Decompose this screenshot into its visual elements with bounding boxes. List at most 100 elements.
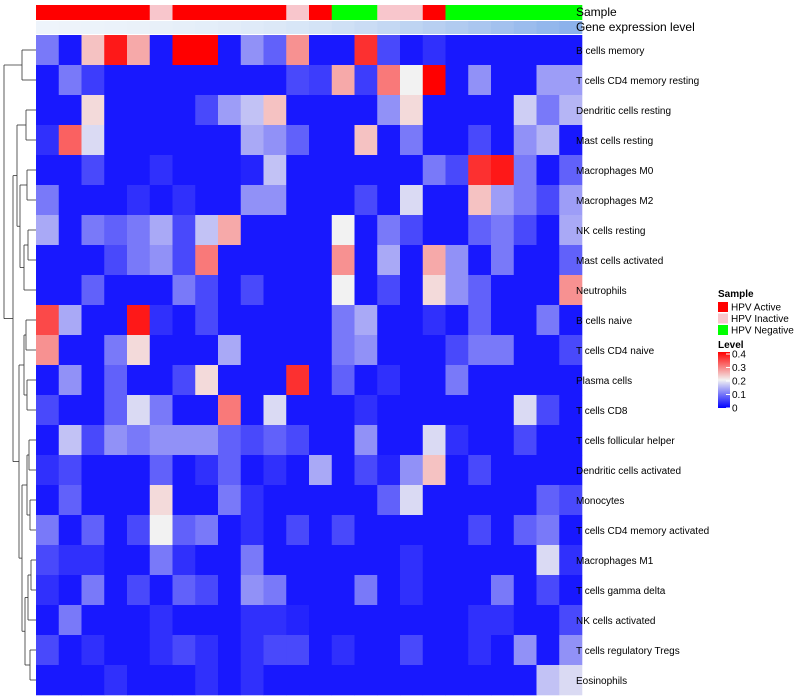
heatmap-cell [58, 215, 82, 246]
heatmap-cell [263, 635, 287, 666]
heatmap-cell [468, 155, 492, 186]
row-label: B cells memory [576, 46, 644, 57]
heatmap-cell [172, 395, 196, 426]
heatmap-cell [149, 485, 173, 516]
heatmap-cell [536, 95, 560, 126]
heatmap-cell [218, 545, 242, 576]
heatmap-cell [445, 95, 469, 126]
heatmap-cell [240, 245, 264, 276]
sample-annotation-cell [400, 5, 424, 20]
heatmap-cell [195, 545, 219, 576]
heatmap-cell [331, 365, 355, 396]
heatmap-cell [377, 605, 401, 636]
heatmap-cell [218, 425, 242, 456]
heatmap-cell [445, 485, 469, 516]
heatmap-cell [309, 575, 333, 606]
heatmap-cell [240, 665, 264, 696]
heatmap-cell [218, 215, 242, 246]
heatmap-cell [36, 545, 60, 576]
heatmap-cell [354, 215, 378, 246]
heatmap-cell [536, 425, 560, 456]
heatmap-cell [195, 305, 219, 336]
heatmap-cell [81, 155, 105, 186]
heatmap-cell [513, 95, 537, 126]
expression-annotation-cell [104, 21, 128, 34]
heatmap-cell [559, 365, 583, 396]
heatmap-cell [559, 605, 583, 636]
heatmap-cell [559, 215, 583, 246]
heatmap-cell [240, 395, 264, 426]
expression-annotation-cell [127, 21, 151, 34]
heatmap-cell [400, 395, 424, 426]
heatmap-cell [263, 485, 287, 516]
heatmap-cell [172, 515, 196, 546]
heatmap-cell [331, 245, 355, 276]
heatmap-cell [286, 545, 310, 576]
heatmap-cell [263, 335, 287, 366]
heatmap-cell [491, 635, 515, 666]
heatmap-cell [445, 635, 469, 666]
heatmap-cell [491, 245, 515, 276]
heatmap-cell [536, 545, 560, 576]
heatmap-cell [36, 125, 60, 156]
heatmap-cell [468, 65, 492, 96]
heatmap-cell [468, 425, 492, 456]
heatmap-cell [149, 635, 173, 666]
heatmap-cell [559, 485, 583, 516]
heatmap-cell [536, 215, 560, 246]
heatmap-cell [309, 455, 333, 486]
heatmap-cell [400, 185, 424, 216]
heatmap-cell [36, 575, 60, 606]
heatmap-cells [36, 35, 583, 696]
heatmap-cell [104, 635, 128, 666]
heatmap-cell [104, 395, 128, 426]
heatmap-cell [195, 425, 219, 456]
row-labels: B cells memory T cells CD4 memory resting… [576, 46, 709, 687]
heatmap-cell [309, 665, 333, 696]
heatmap-cell [331, 65, 355, 96]
heatmap-cell [491, 95, 515, 126]
heatmap-cell [400, 125, 424, 156]
heatmap-cell [309, 155, 333, 186]
heatmap-cell [559, 515, 583, 546]
expression-annotation-cell [149, 21, 173, 34]
heatmap-cell [195, 365, 219, 396]
heatmap-cell [513, 155, 537, 186]
heatmap-cell [81, 215, 105, 246]
expression-annotation-cell [513, 21, 537, 34]
heatmap-cell [218, 635, 242, 666]
heatmap-cell [58, 125, 82, 156]
heatmap-cell [513, 245, 537, 276]
heatmap-cell [400, 215, 424, 246]
sample-annotation-cell [491, 5, 515, 20]
heatmap-cell [218, 455, 242, 486]
heatmap-cell [127, 65, 151, 96]
heatmap-cell [422, 275, 446, 306]
heatmap-cell [195, 95, 219, 126]
heatmap-cell [263, 65, 287, 96]
heatmap-cell [536, 245, 560, 276]
heatmap-cell [172, 155, 196, 186]
heatmap-cell [468, 95, 492, 126]
heatmap-cell [377, 305, 401, 336]
heatmap-cell [422, 425, 446, 456]
heatmap-cell [377, 125, 401, 156]
heatmap-cell [172, 485, 196, 516]
sample-annotation-cell [445, 5, 469, 20]
heatmap-cell [377, 215, 401, 246]
legend-swatch [718, 302, 728, 312]
heatmap-cell [263, 155, 287, 186]
heatmap-cell [559, 245, 583, 276]
heatmap-cell [263, 305, 287, 336]
heatmap-cell [104, 605, 128, 636]
heatmap-cell [263, 545, 287, 576]
heatmap-cell [81, 395, 105, 426]
heatmap-cell [36, 455, 60, 486]
heatmap-cell [513, 665, 537, 696]
heatmap-cell [58, 155, 82, 186]
heatmap-cell [36, 275, 60, 306]
expression-annotation-cell [172, 21, 196, 34]
row-label: NK cells activated [576, 616, 655, 627]
row-label: T cells CD4 naive [576, 346, 655, 357]
